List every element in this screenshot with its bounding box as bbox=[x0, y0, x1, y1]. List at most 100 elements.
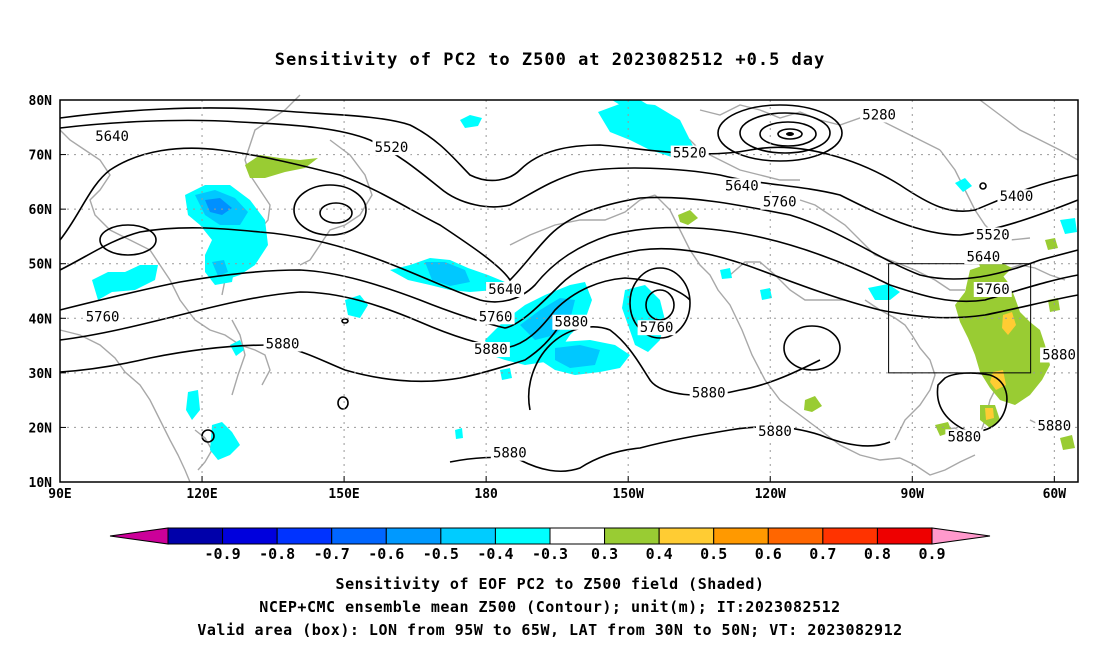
colorbar-label: 0.4 bbox=[646, 545, 673, 563]
colorbar-label: -0.6 bbox=[368, 545, 404, 563]
shade-cyan-mongolia bbox=[92, 265, 158, 300]
figure-title: Sensitivity of PC2 to Z500 at 2023082512… bbox=[274, 50, 826, 70]
colorbar-swatch bbox=[604, 527, 660, 545]
contour-label-bg bbox=[1035, 418, 1074, 434]
contour-label: 5880 bbox=[266, 337, 300, 353]
shade-cyan-west-atlantic bbox=[868, 284, 900, 300]
shade-green-labrador bbox=[1045, 238, 1058, 250]
contour-label-bg bbox=[973, 282, 1012, 297]
contour-label: 5880 bbox=[555, 315, 589, 331]
contour-label-bg bbox=[997, 189, 1036, 205]
colorbar-swatch bbox=[549, 527, 606, 545]
contour-label: 5880 bbox=[493, 446, 527, 462]
lat-tick-label: 80N bbox=[29, 94, 53, 109]
colorbar-label: 0.5 bbox=[700, 545, 727, 563]
caption-line-1: Sensitivity of EOF PC2 to Z500 field (Sh… bbox=[335, 575, 765, 593]
colorbar-min-arrow bbox=[109, 527, 169, 545]
contour-label-bg bbox=[973, 227, 1012, 243]
contour-label: 5880 bbox=[474, 342, 508, 358]
contour-label-bg bbox=[471, 342, 510, 358]
lon-tick-label: 90E bbox=[48, 487, 71, 502]
colorbar-swatch bbox=[331, 527, 387, 545]
colorbar-swatch bbox=[876, 527, 933, 545]
contour-label: 5760 bbox=[976, 282, 1010, 298]
shade-cyan-bits2 bbox=[455, 428, 463, 439]
colorbar-label: -0.8 bbox=[259, 545, 295, 563]
contour-label-bg bbox=[93, 129, 132, 145]
contour-label-bg bbox=[689, 385, 728, 401]
contour-label-bg bbox=[755, 423, 794, 439]
colorbar-swatch bbox=[822, 527, 878, 545]
colorbar-swatch bbox=[276, 527, 333, 545]
colorbar-swatch bbox=[440, 527, 496, 545]
lon-tick-label: 90W bbox=[901, 487, 925, 502]
contour-label: 5880 bbox=[948, 429, 982, 445]
contour-label-bg bbox=[552, 314, 591, 330]
colorbar-label: -0.3 bbox=[532, 545, 568, 563]
lon-tick-label: 150W bbox=[613, 487, 644, 502]
contour-center-dot bbox=[786, 132, 794, 136]
shade-cyan-scs bbox=[210, 422, 240, 460]
colorbar-swatch bbox=[713, 527, 769, 545]
colorbar-label: 0.3 bbox=[591, 545, 618, 563]
shade-cyan-taiwan bbox=[186, 390, 200, 420]
lat-tick-label: 10N bbox=[29, 476, 53, 491]
contour-label: 5520 bbox=[976, 227, 1010, 243]
shade-green-kamchatka bbox=[245, 155, 318, 178]
contour-label: 5760 bbox=[640, 320, 674, 336]
caption-line-3: Valid area (box): LON from 95W to 65W, L… bbox=[197, 621, 903, 639]
contour-label: 5520 bbox=[375, 140, 409, 156]
shade-cyan-bits5 bbox=[760, 288, 772, 300]
lat-tick-label: 70N bbox=[29, 149, 53, 164]
shade-green-mexico bbox=[804, 396, 822, 412]
contour-label-bg bbox=[486, 282, 525, 297]
colorbar-swatch bbox=[385, 527, 442, 545]
contour-label: 5760 bbox=[479, 309, 513, 325]
shade-cyan-hudson bbox=[955, 178, 972, 192]
colorbar-swatch bbox=[167, 527, 224, 545]
contour-label-bg bbox=[263, 336, 302, 352]
shade-cyan-labrador bbox=[1060, 218, 1077, 234]
contour-label-bg bbox=[490, 445, 529, 461]
lat-tick-label: 30N bbox=[29, 367, 53, 382]
contour-label-bg bbox=[476, 309, 515, 325]
contour-label-bg bbox=[1040, 347, 1079, 363]
shade-blue-aleutian bbox=[425, 262, 470, 286]
shade-cyan-bering bbox=[460, 115, 482, 128]
shade-cyan-bits1 bbox=[500, 368, 512, 380]
contour-label: 5520 bbox=[673, 146, 707, 162]
shade-cyan-arctic bbox=[612, 100, 650, 108]
lon-tick-label: 60W bbox=[1043, 487, 1067, 502]
contour-label: 5640 bbox=[95, 129, 129, 145]
longitude-labels: 90E 120E 150E 180 150W 120W 90W 60W bbox=[48, 476, 1066, 502]
colorbar-label: 0.8 bbox=[864, 545, 891, 563]
shade-mid-siberia bbox=[205, 198, 232, 215]
colorbar-swatch bbox=[494, 527, 551, 545]
contour-label-bg bbox=[964, 249, 1003, 265]
contour-label: 5640 bbox=[488, 282, 522, 298]
shade-cyan-north-pacific bbox=[598, 102, 695, 158]
contour-label: 5640 bbox=[966, 249, 1000, 265]
colorbar-max-arrow bbox=[931, 527, 991, 545]
shade-blue-central-pacific bbox=[555, 345, 600, 368]
contour-label: 5880 bbox=[1042, 347, 1076, 363]
colorbar-swatch bbox=[222, 527, 278, 545]
map-frame bbox=[59, 99, 1079, 483]
contour-label-bg bbox=[670, 145, 709, 161]
contour-label: 5400 bbox=[1000, 189, 1034, 205]
valid-area-box bbox=[888, 263, 1032, 374]
colorbar-label: 0.7 bbox=[809, 545, 836, 563]
contour-label-bg bbox=[372, 140, 411, 156]
contour-label-bg bbox=[945, 429, 984, 445]
lat-tick-label: 60N bbox=[29, 203, 53, 218]
lon-tick-label: 150E bbox=[328, 487, 359, 502]
colorbar-swatch bbox=[658, 527, 715, 545]
contour-label-bg bbox=[860, 107, 899, 123]
colorbar-swatch bbox=[767, 527, 824, 545]
colorbar-label: -0.9 bbox=[205, 545, 241, 563]
lon-tick-label: 120W bbox=[755, 487, 786, 502]
latitude-labels: 80N 70N 60N 50N 40N 30N 20N 10N bbox=[29, 94, 66, 491]
contour-label-bg bbox=[722, 178, 761, 194]
